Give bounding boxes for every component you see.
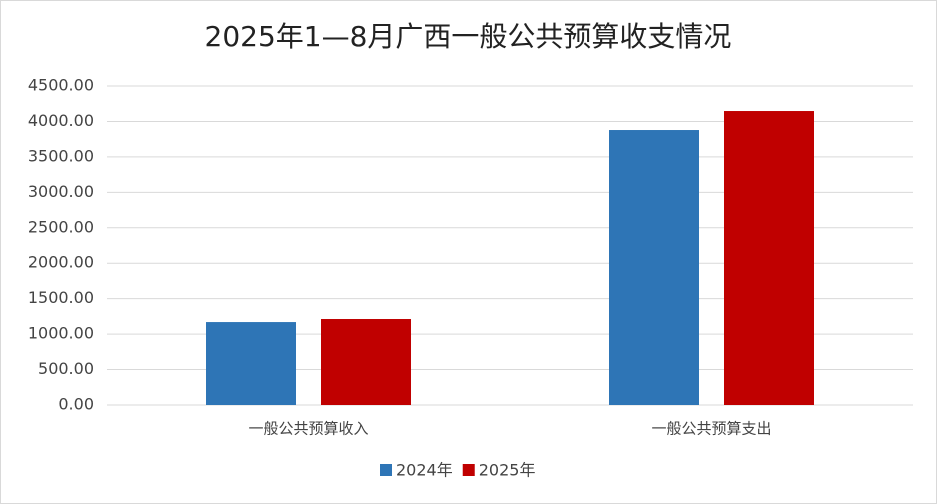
legend-swatch [380,464,392,476]
bar [206,322,296,405]
y-tick-label: 500.00 [38,359,94,378]
y-tick-label: 2000.00 [28,253,94,272]
y-tick-label: 1500.00 [28,288,94,307]
bar [609,130,699,405]
y-tick-label: 4500.00 [28,76,94,95]
y-tick-label: 4000.00 [28,111,94,130]
bar [321,319,411,405]
x-tick-label: 一般公共预算收入 [248,420,368,438]
y-tick-label: 2500.00 [28,217,94,236]
x-tick-label: 一般公共预算支出 [651,420,771,438]
bar [724,111,814,406]
legend-swatch [462,464,475,476]
chart-title: 2025年1—8月广西一般公共预算收支情况 [205,20,732,53]
legend-label: 2024年 [396,461,453,480]
y-tick-label: 3500.00 [28,146,94,165]
y-tick-label: 0.00 [58,395,94,414]
y-tick-label: 1000.00 [28,324,94,343]
y-tick-label: 3000.00 [28,182,94,201]
legend-label: 2025年 [479,461,536,480]
